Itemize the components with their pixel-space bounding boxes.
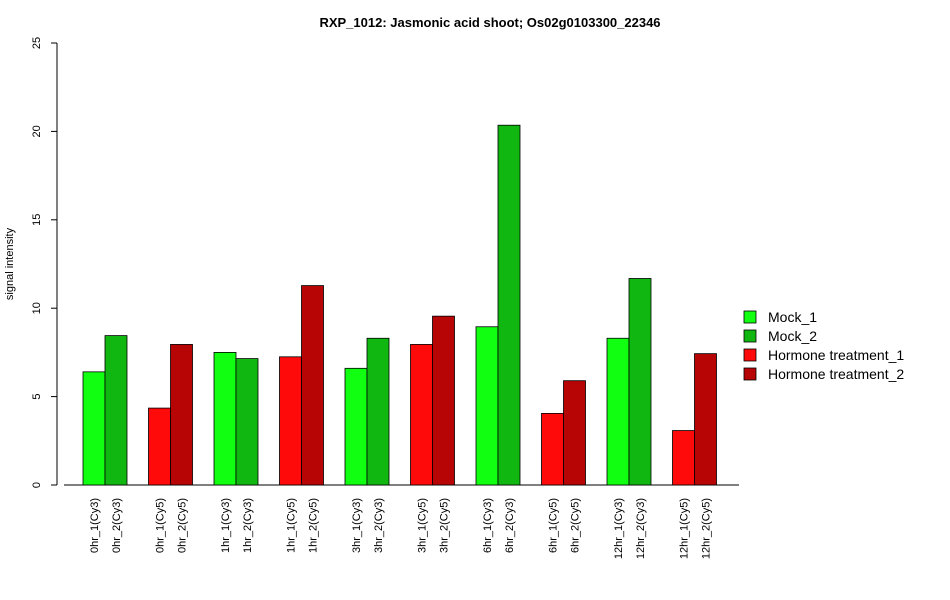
x-tick-label: 1hr_1(Cy5) [286, 498, 298, 553]
y-tick-label: 25 [31, 37, 43, 49]
bar [541, 412, 564, 486]
x-tick-label: 3hr_2(Cy5) [439, 498, 451, 553]
legend-swatch [743, 367, 757, 381]
x-tick-label: 1hr_2(Cy3) [242, 498, 254, 553]
x-tick-label: 6hr_1(Cy3) [482, 498, 494, 553]
y-axis: 0 5 10 15 20 25 [31, 37, 58, 488]
y-tick-label: 20 [31, 125, 43, 137]
bar [497, 124, 521, 486]
bar [301, 285, 324, 486]
legend-swatch [743, 348, 757, 362]
x-tick-label: 3hr_2(Cy3) [373, 498, 385, 553]
bar [628, 278, 652, 486]
x-tick-label: 0hr_1(Cy5) [155, 498, 167, 553]
x-tick-label: 0hr_1(Cy3) [89, 498, 101, 553]
x-tick-label: 1hr_1(Cy3) [220, 498, 232, 553]
legend: Mock_1 Mock_2 Hormone treatment_1 Hormone t… [743, 309, 904, 382]
bar [104, 335, 128, 486]
y-tick-label: 10 [31, 302, 43, 314]
legend-swatch [743, 329, 757, 343]
legend-swatch [743, 310, 757, 324]
legend-label: Hormone treatment_1 [768, 347, 904, 363]
legend-label: Hormone treatment_2 [768, 366, 904, 382]
bar [279, 356, 302, 486]
x-tick-label: 3hr_1(Cy5) [417, 498, 429, 553]
x-tick-label: 1hr_2(Cy5) [308, 498, 320, 553]
bar [410, 344, 433, 486]
bar [235, 358, 259, 486]
x-tick-label: 0hr_2(Cy3) [111, 498, 123, 553]
x-tick-label: 12hr_1(Cy5) [679, 498, 691, 559]
bar [213, 351, 237, 486]
bar [170, 344, 193, 486]
chart-title: RXP_1012: Jasmonic acid shoot; Os02g0103… [319, 15, 660, 30]
y-axis-label: signal intensity [4, 227, 16, 300]
x-tick-label: 6hr_1(Cy5) [548, 498, 560, 553]
legend-label: Mock_1 [768, 309, 817, 325]
x-tick-label: 12hr_2(Cy3) [635, 498, 647, 559]
y-tick-label: 15 [31, 214, 43, 226]
x-tick-label: 6hr_2(Cy3) [504, 498, 516, 553]
legend-label: Mock_2 [768, 328, 817, 344]
bar [563, 380, 586, 486]
x-tick-label: 12hr_1(Cy3) [613, 498, 625, 559]
bars [64, 124, 739, 486]
x-tick-label: 6hr_2(Cy5) [570, 498, 582, 553]
bar [344, 367, 368, 486]
y-tick-label: 5 [31, 394, 43, 400]
x-tick-label: 12hr_2(Cy5) [701, 498, 713, 559]
bar [366, 337, 390, 486]
bar [606, 337, 630, 486]
bar [148, 407, 171, 486]
bar [694, 353, 717, 486]
bar [432, 315, 455, 486]
bar [672, 430, 695, 486]
x-tick-label: 0hr_2(Cy5) [177, 498, 189, 553]
y-tick-label: 0 [31, 482, 43, 488]
bar [82, 371, 106, 486]
bar [475, 326, 499, 486]
x-tick-label: 3hr_1(Cy3) [351, 498, 363, 553]
x-tick-labels: 0hr_1(Cy3) 0hr_2(Cy3) 0hr_1(Cy5) 0hr_2(Cy5)… [89, 498, 713, 559]
